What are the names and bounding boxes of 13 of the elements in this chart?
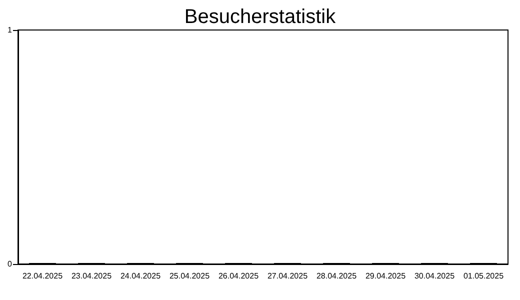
x-tick-label: 28.04.2025 [316,272,358,280]
x-tick-label: 30.04.2025 [414,272,456,280]
x-tick-label: 24.04.2025 [120,272,162,280]
x-tick-label: 25.04.2025 [169,272,210,280]
chart-title: Besucherstatistik [184,6,337,28]
x-tick-label: 26.04.2025 [218,272,260,280]
x-tick-label: 01.05.2025 [463,272,504,280]
y-tick-label: 1 [8,26,13,34]
x-tick-label: 27.04.2025 [267,272,308,280]
x-tick-label: 29.04.2025 [365,272,406,280]
x-tick-label: 23.04.2025 [71,272,112,280]
y-tick-label: 0 [8,260,13,268]
x-tick-label: 22.04.2025 [22,272,64,280]
